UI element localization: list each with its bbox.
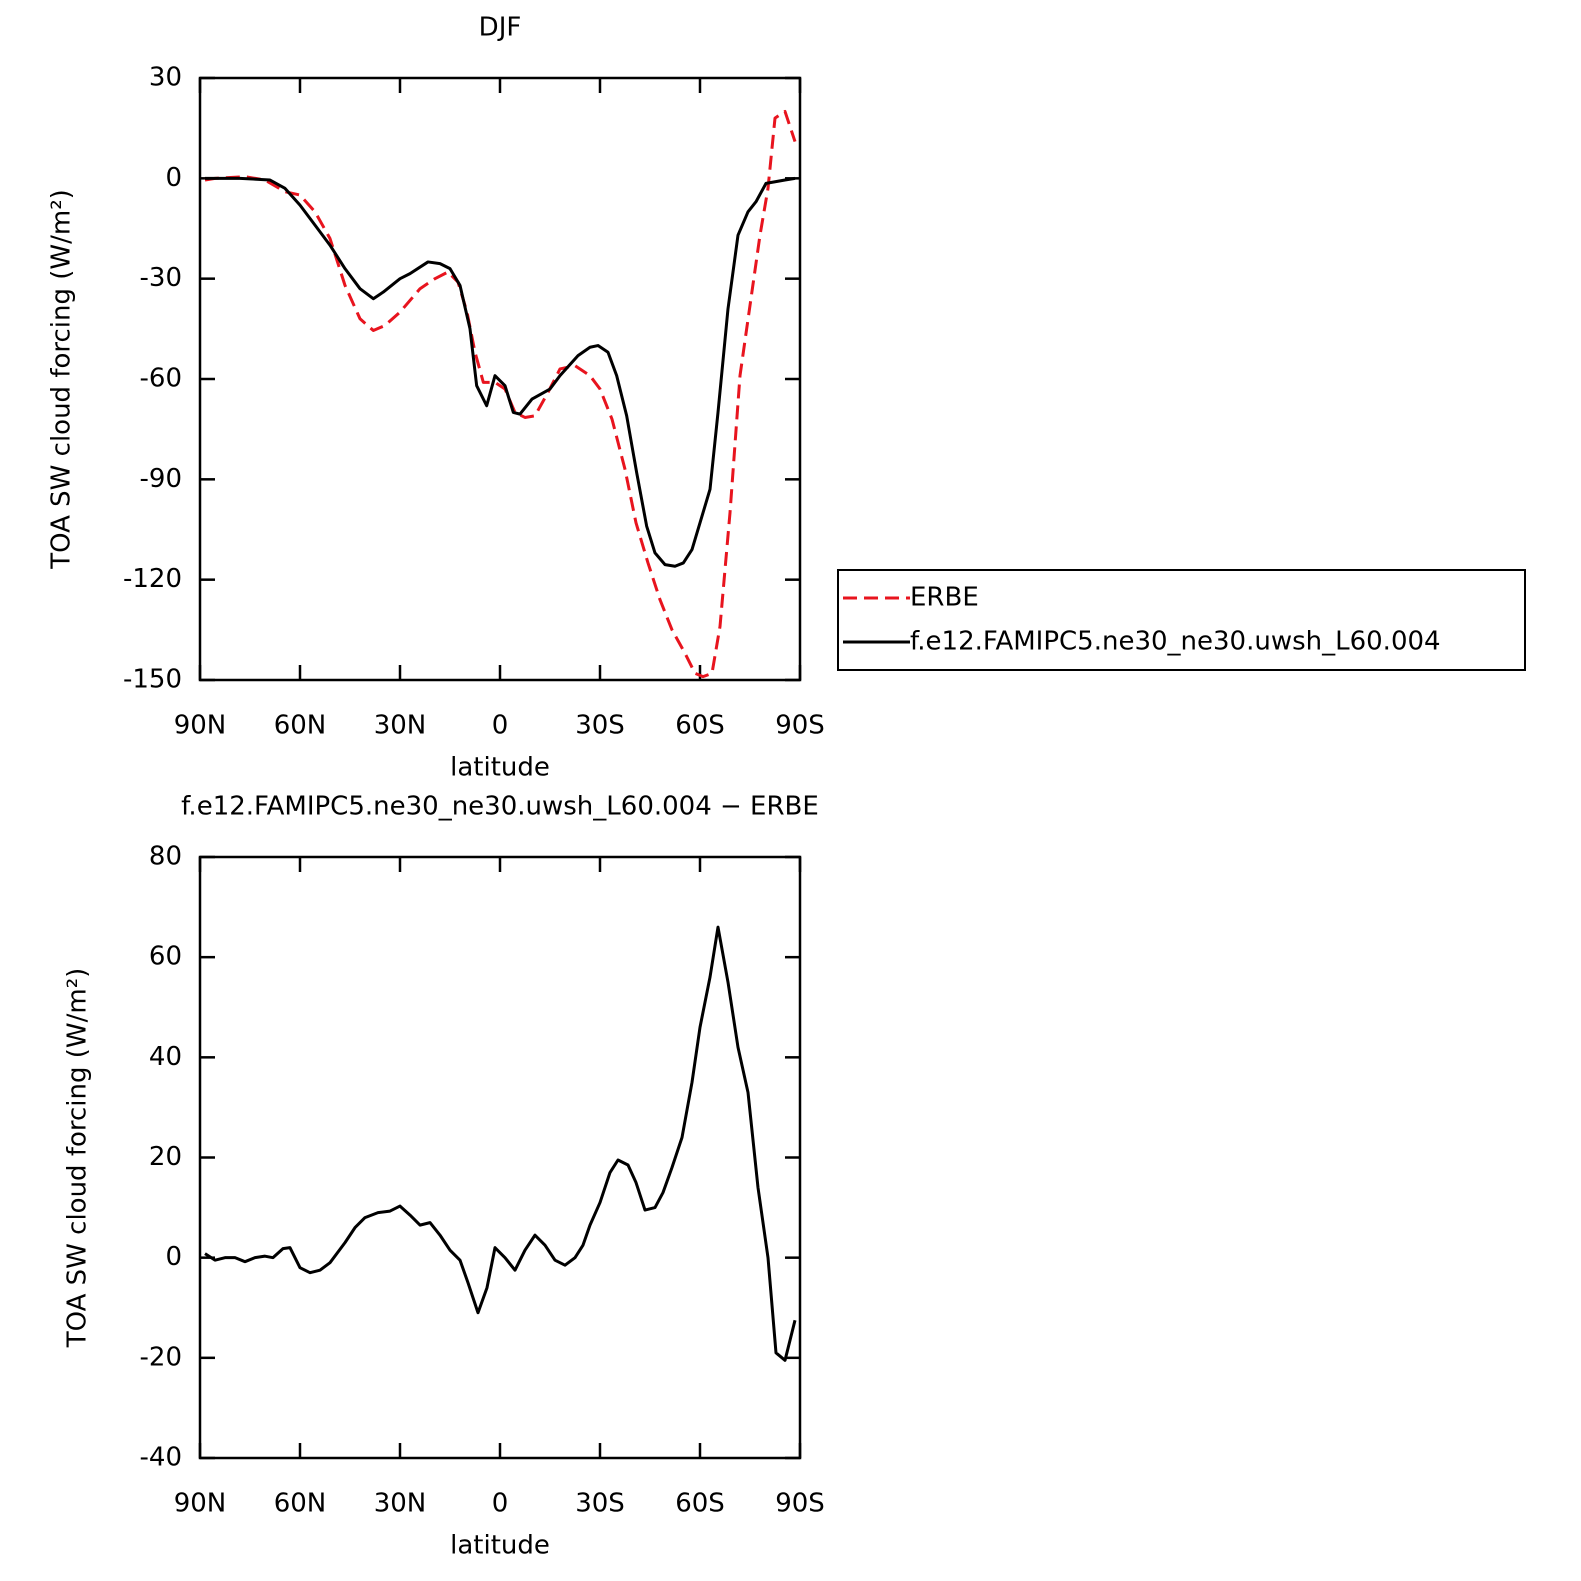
legend-label: ERBE (910, 583, 979, 613)
plot-frame (198, 855, 802, 1460)
legend-box (837, 569, 1526, 671)
x-tick-label: 90S (775, 711, 825, 741)
y-tick-label: 0 (165, 163, 182, 193)
x-tick-label: 60S (675, 1489, 725, 1519)
y-tick-label: 0 (165, 1242, 182, 1272)
data-line (205, 176, 796, 568)
x-axis-label: latitude (450, 1531, 550, 1561)
chart-title: f.e12.FAMIPC5.ne30_ne30.uwsh_L60.004 − E… (181, 792, 819, 822)
chart-title: DJF (479, 13, 522, 43)
y-tick-label: -60 (140, 364, 182, 394)
x-axis-label: latitude (450, 753, 550, 783)
y-tick-label: -20 (140, 1342, 182, 1372)
x-tick-label: 90N (174, 1489, 227, 1519)
x-tick-label: 60N (274, 711, 327, 741)
x-tick-label: 60N (274, 1489, 327, 1519)
y-axis-label: TOA SW cloud forcing (W/m²) (63, 968, 93, 1349)
y-tick-label: 80 (149, 842, 182, 872)
legend-label: f.e12.FAMIPC5.ne30_ne30.uwsh_L60.004 (910, 627, 1441, 657)
x-tick-label: 30N (374, 1489, 427, 1519)
x-tick-label: 30S (575, 711, 625, 741)
x-tick-label: 60S (675, 711, 725, 741)
data-line (204, 925, 797, 1362)
x-tick-label: 90S (775, 1489, 825, 1519)
y-tick-label: -40 (140, 1443, 182, 1473)
x-tick-label: 30S (575, 1489, 625, 1519)
y-tick-label: 60 (149, 942, 182, 972)
x-tick-label: 90N (174, 711, 227, 741)
y-tick-label: -150 (123, 665, 182, 695)
y-tick-label: -120 (123, 564, 182, 594)
y-tick-label: 40 (149, 1042, 182, 1072)
y-tick-label: -90 (140, 464, 182, 494)
data-line (204, 109, 797, 679)
y-tick-label: 20 (149, 1142, 182, 1172)
y-tick-label: -30 (140, 263, 182, 293)
y-axis-label: TOA SW cloud forcing (W/m²) (47, 189, 77, 570)
x-tick-label: 0 (492, 711, 509, 741)
x-tick-label: 30N (374, 711, 427, 741)
x-tick-label: 0 (492, 1489, 509, 1519)
y-tick-label: 30 (149, 63, 182, 93)
